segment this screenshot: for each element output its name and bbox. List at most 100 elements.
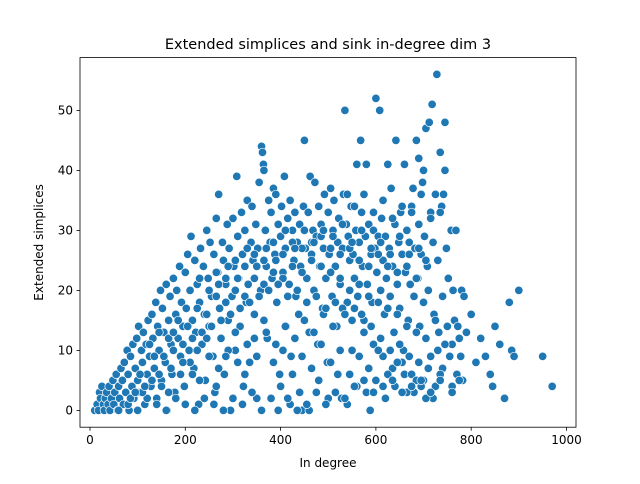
scatter-point [218,405,228,415]
x-axis-ticks: 0 200 400 600 800 1000 [86,427,582,447]
scatter-point [383,261,393,271]
scatter-point [228,213,238,223]
scatter-point [168,345,178,355]
scatter-point [125,393,136,403]
scatter-point [252,351,262,361]
scatter-point [335,249,345,259]
scatter-point [395,231,405,241]
scatter-point [372,267,382,277]
scatter-point [395,339,405,349]
scatter-point [451,225,461,235]
scatter-point [178,339,188,349]
scatter-point [236,207,247,217]
scatter-point [249,249,259,259]
scatter-point [328,321,338,331]
scatter-point [295,387,305,397]
scatter-point [245,297,255,307]
scatter-point [175,261,185,271]
scatter-point [345,369,355,379]
scatter-point [211,213,221,223]
scatter-point [364,291,374,301]
scatter-point [362,279,372,289]
scatter-point [154,345,164,355]
scatter-point [242,243,252,253]
scatter-point [240,369,250,379]
scatter-point [371,375,381,385]
scatter-point [368,225,379,235]
scatter-point [233,273,243,283]
scatter-point [209,399,219,409]
scatter-point [176,297,187,307]
scatter-point [276,201,287,211]
scatter-point [335,273,345,283]
y-tick-label: 40 [58,164,73,178]
scatter-point [260,225,270,235]
scatter-point [378,195,388,205]
scatter-point [145,339,155,349]
scatter-point [123,369,133,379]
scatter-point [448,285,458,295]
scatter-point [319,189,329,199]
scatter-point [264,285,274,295]
scatter-point [377,213,387,223]
scatter-point [203,273,213,283]
scatter-point [330,261,340,271]
scatter-point [199,393,209,403]
scatter-point [216,333,226,343]
scatter-point [283,393,293,403]
scatter-point [421,393,431,403]
scatter-point [130,387,140,397]
scatter-point [397,387,407,397]
scatter-point [197,339,207,349]
scatter-point [280,225,290,235]
scatter-point [373,249,383,259]
scatter-point [426,387,436,397]
scatter-point [249,333,259,343]
scatter-point [381,273,391,283]
scatter-point [435,147,445,157]
scatter-point [242,339,252,349]
scatter-point [247,201,257,211]
scatter-point [388,213,398,223]
scatter-point [302,297,312,307]
scatter-point [171,393,181,403]
scatter-point [224,243,234,253]
scatter-point [349,273,359,283]
scatter-point [211,267,221,277]
scatter-point [218,255,228,265]
scatter-point [283,213,293,223]
scatter-point [287,369,298,379]
scatter-point [279,171,289,181]
scatter-point [211,291,221,301]
scatter-point [295,219,305,229]
scatter-point [238,381,248,391]
scatter-point [440,117,450,127]
scatter-point [165,291,175,301]
x-tick-label: 400 [269,433,292,447]
scatter-point [186,231,196,241]
scatter-point [347,345,357,355]
scatter-point [366,321,376,331]
scatter-point [192,303,202,313]
scatter-point [371,93,381,103]
scatter-point [342,189,352,199]
scatter-point [261,243,271,253]
scatter-point [159,351,169,361]
scatter-point [407,381,417,391]
scatter-point [440,165,450,175]
scatter-point [309,327,319,337]
y-tick-label: 0 [65,404,73,418]
scatter-point [185,285,195,295]
scatter-point [385,249,395,259]
scatter-point [157,303,167,313]
scatter-point [202,309,212,319]
scatter-point [426,213,436,223]
scatter-point [349,303,359,313]
scatter-point [297,267,307,277]
scatter-point [373,297,383,307]
scatter-point [294,309,304,319]
scatter-point [356,135,366,145]
scatter-point [237,399,248,409]
scatter-point [302,273,312,283]
scatter-point [340,105,350,115]
